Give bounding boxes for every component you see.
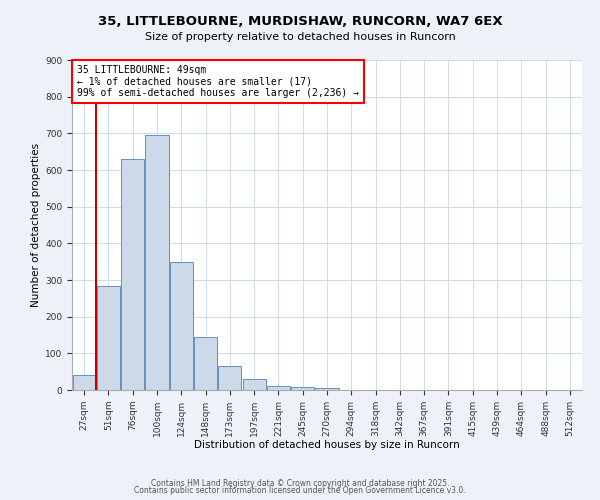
Text: Contains HM Land Registry data © Crown copyright and database right 2025.: Contains HM Land Registry data © Crown c… [151,478,449,488]
Bar [97,286,120,390]
Text: 35, LITTLEBOURNE, MURDISHAW, RUNCORN, WA7 6EX: 35, LITTLEBOURNE, MURDISHAW, RUNCORN, WA… [98,15,502,28]
Text: Contains public sector information licensed under the Open Government Licence v3: Contains public sector information licen… [134,486,466,495]
Bar [291,388,314,390]
Bar [121,159,144,390]
Bar [218,366,241,390]
X-axis label: Distribution of detached houses by size in Runcorn: Distribution of detached houses by size … [194,440,460,450]
Bar [194,337,217,390]
Bar [316,388,338,390]
Bar [145,135,169,390]
Y-axis label: Number of detached properties: Number of detached properties [31,143,41,307]
Text: Size of property relative to detached houses in Runcorn: Size of property relative to detached ho… [145,32,455,42]
Bar [170,262,193,390]
Text: 35 LITTLEBOURNE: 49sqm
← 1% of detached houses are smaller (17)
99% of semi-deta: 35 LITTLEBOURNE: 49sqm ← 1% of detached … [77,65,359,98]
Bar [267,386,290,390]
Bar [242,379,266,390]
Bar [73,374,95,390]
